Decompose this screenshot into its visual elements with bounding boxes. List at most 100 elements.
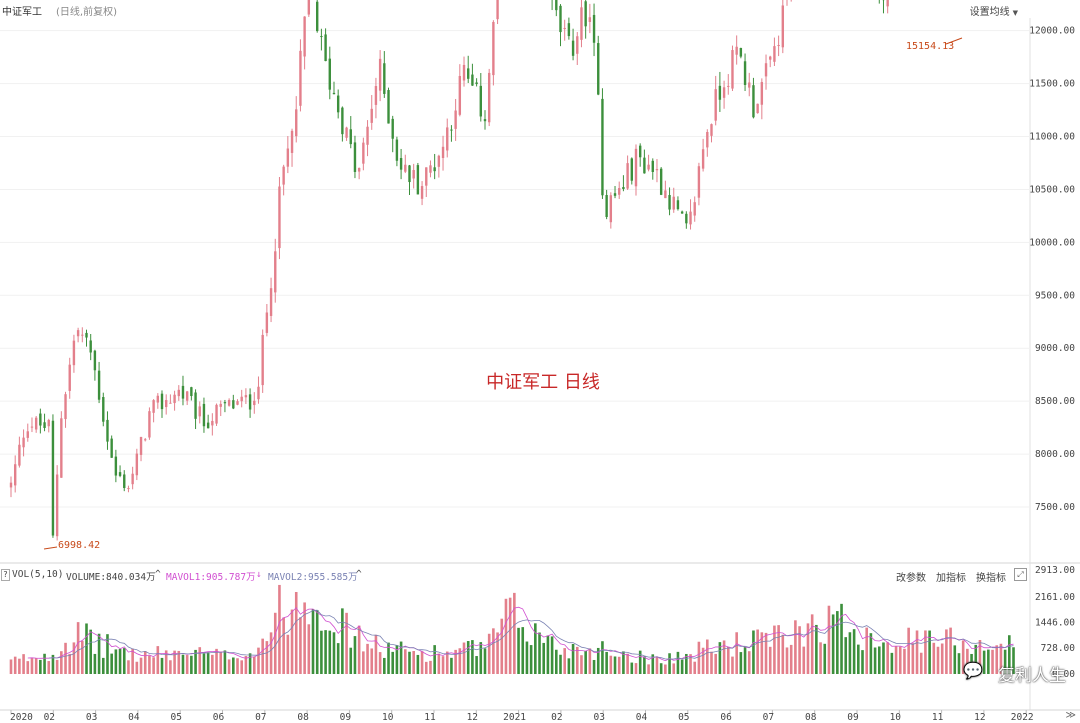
volume-bar [26,661,30,674]
candle-body [64,394,67,420]
volume-bar [815,624,818,674]
volume-bar [9,659,13,674]
volume-bar [617,656,621,674]
volume-bar [978,640,982,674]
volume-bar [441,656,445,674]
candle-body [374,86,378,105]
time-tick-label: 05 [678,712,689,723]
volume-bar [630,662,634,674]
volume-tick-label: 2161.00 [1035,592,1075,603]
volume-ma-lines [27,606,1014,662]
candle-body [336,95,340,113]
time-tick-label: 08 [297,712,309,723]
candle-body [30,426,34,428]
candle-body [752,85,755,118]
question-icon[interactable]: ? [1,569,10,581]
volume-bar [408,651,411,674]
volume-bar [282,617,285,674]
volume-bar [349,647,353,674]
ma-settings-button[interactable]: 设置均线 ▼ [970,3,1018,18]
volume-bar [64,642,67,674]
switch-indicator-button[interactable]: 换指标 [976,573,1006,584]
mavol1-value: MAVOL1:905.787万 [166,572,256,583]
volume-bar [898,646,902,674]
volume-bar [957,653,961,674]
candle-body [165,400,168,408]
volume-bar [739,652,743,674]
candle-body [265,312,269,333]
volume-bar [357,625,361,674]
candle-body [420,186,424,199]
volume-bar [72,642,76,674]
volume-bar [252,656,256,674]
volume-bar [127,660,130,674]
volume-tick-label: 728.00 [1041,643,1076,654]
add-indicator-button[interactable]: 加指标 [936,573,966,584]
volume-bar [601,641,604,674]
candle-body [622,187,625,189]
time-tick-label: 08 [805,712,817,723]
candle-body [299,50,302,106]
volume-bar [722,640,726,674]
volume-bar [181,654,185,674]
volume-bar [970,653,973,674]
price-tick-label: 9000.00 [1035,343,1075,354]
volume-bar [710,651,713,674]
volume-bar [873,647,877,674]
volume-bar [517,627,520,674]
low-pointer-line [43,546,58,550]
volume-bar [534,623,537,674]
volume-bar [1012,647,1015,674]
time-tick-label: 04 [636,712,648,723]
candle-body [60,418,63,478]
volume-bars [9,584,1015,674]
edit-params-button[interactable]: 改参数 [896,573,926,584]
candle-body [89,340,92,353]
candle-body [370,108,373,123]
candle-body [253,400,256,406]
volume-bar [588,648,592,674]
candle-body [731,50,734,89]
candle-body [727,85,730,87]
candle-body [68,364,71,391]
volume-bar [525,641,529,674]
volume-bar [773,625,776,674]
volume-bar [336,643,340,674]
volume-bar [643,656,646,674]
volume-bar [47,661,51,674]
volume-value: VOLUME:840.034万 [66,572,156,583]
candle-body [454,110,457,129]
candle-body [571,40,575,56]
volume-bar [51,654,55,674]
candle-body [282,166,285,185]
volume-bar [919,652,923,674]
vol-indicator-label: VOL(5,10) [12,569,64,580]
expand-icon[interactable]: ⤢ [1014,568,1027,581]
volume-bar [303,602,306,674]
volume-bar [131,648,134,674]
volume-bar [211,654,214,674]
volume-bar [798,626,801,674]
time-tick-label: 10 [382,712,394,723]
volume-bar [693,661,697,674]
candle-body [412,170,415,179]
volume-bar [223,650,227,674]
volume-bar [659,663,663,674]
volume-bar [857,644,860,674]
candle-body [748,82,751,88]
volume-bar [504,598,508,674]
candle-body [588,17,592,22]
volume-bar [554,649,558,674]
price-tick-label: 9500.00 [1035,290,1075,301]
volume-bar [487,633,491,674]
volume-bar [886,642,889,674]
volume-bar [240,660,244,674]
volume-bar [30,658,34,674]
volume-bar [290,609,294,674]
volume-bar [882,642,885,674]
scroll-right-button[interactable]: ≫ [1065,710,1076,721]
candle-body [387,90,390,124]
candle-body [357,167,361,172]
volume-bar [383,657,386,674]
